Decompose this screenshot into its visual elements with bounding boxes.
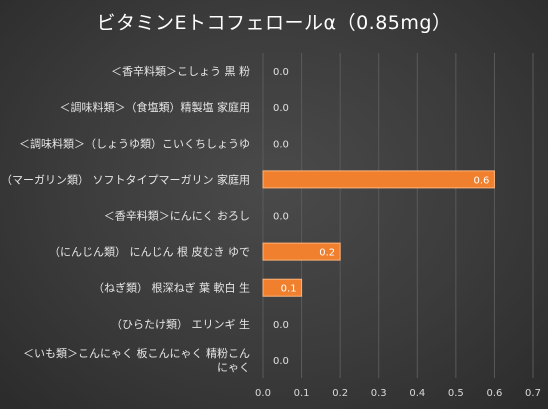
bar (262, 170, 495, 189)
category-label: ＜調味料類＞（しょうゆ類）こいくちしょうゆ (19, 136, 250, 150)
x-tick-label: 0.0 (255, 388, 271, 399)
data-label: 0.0 (273, 320, 289, 331)
category-label: （マーガリン類） ソフトタイプマーガリン 家庭用 (1, 172, 250, 186)
data-label: 0.0 (273, 67, 289, 78)
data-label: 0.1 (281, 284, 297, 295)
data-label: 0.0 (273, 103, 289, 114)
category-label: にゃく (217, 361, 250, 374)
x-tick-label: 0.1 (294, 388, 310, 399)
x-tick-label: 0.2 (332, 388, 348, 399)
category-label: ＜調味料類＞（食塩類）精製塩 家庭用 (60, 100, 251, 114)
category-label: ＜香辛料類＞こしょう 黒 粉 (111, 64, 250, 78)
x-tick-label: 0.5 (448, 388, 464, 399)
category-label: （にんじん類） にんじん 根 皮むき ゆで (49, 245, 250, 259)
data-label: 0.0 (273, 139, 289, 150)
data-label: 0.6 (474, 175, 490, 186)
data-label: 0.0 (273, 356, 289, 367)
bar (262, 242, 341, 261)
category-label: （ねぎ類） 根深ねぎ 葉 軟白 生 (93, 281, 250, 295)
x-tick-label: 0.7 (525, 388, 541, 399)
category-label: （ひらたけ類） エリンギ 生 (111, 317, 250, 331)
x-tick-label: 0.6 (486, 388, 502, 399)
x-tick-label: 0.3 (371, 388, 387, 399)
data-label: 0.0 (273, 212, 289, 223)
category-label: ＜香辛料類＞にんにく おろし (104, 209, 250, 223)
category-label: ＜いも類＞こんにゃく 板こんにゃく 精粉こん (23, 346, 250, 360)
chart-title: ビタミンEトコフェロールα（0.85mg） (96, 12, 452, 34)
bar (262, 278, 303, 297)
x-tick-label: 0.4 (409, 388, 425, 399)
data-label: 0.2 (319, 248, 335, 259)
